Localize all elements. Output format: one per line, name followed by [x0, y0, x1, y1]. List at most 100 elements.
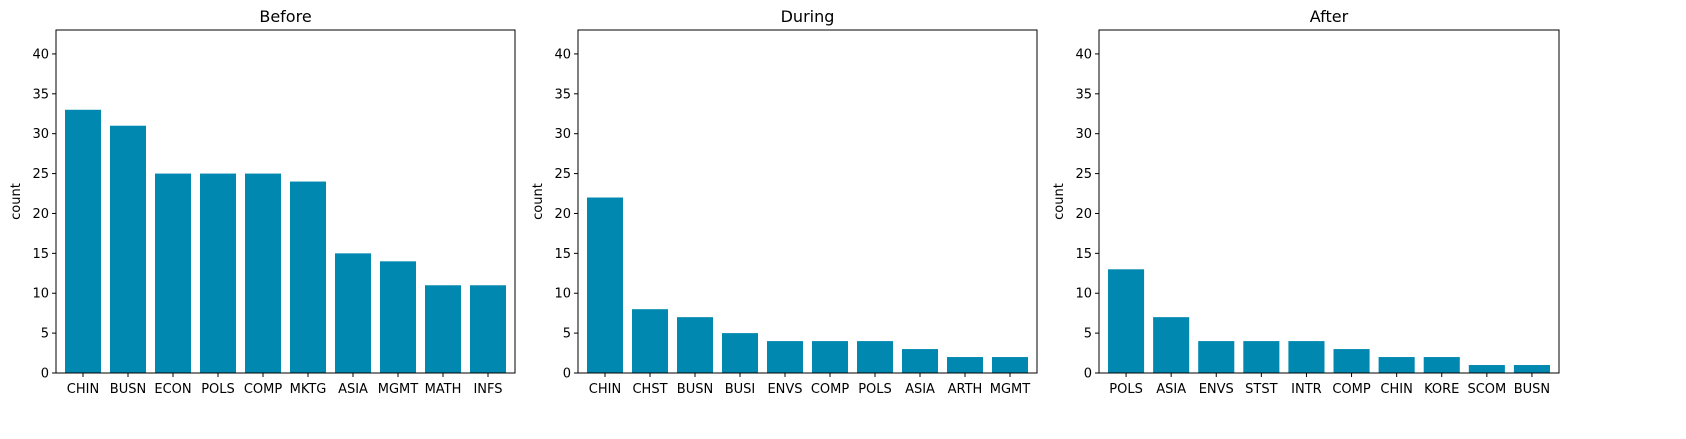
y-tick-label: 35 [554, 87, 571, 102]
x-tick-label: ENVS [767, 382, 802, 397]
bar-stst [1243, 341, 1280, 373]
plot-frame [577, 29, 1038, 374]
x-tick-label: BUSN [110, 382, 146, 397]
x-tick-label: COMP [244, 382, 283, 397]
y-axis-label: count [531, 183, 546, 220]
chart-panel-0: Before 0 5 10 15 20 25 30 35 40 CHIN BUSN ECON POLS CO… [9, 7, 516, 397]
x-tick-label: INFS [473, 382, 502, 397]
bar-envs [767, 341, 803, 373]
bar-pols [1108, 269, 1145, 373]
bar-asia [902, 349, 938, 373]
y-tick-label: 40 [554, 47, 571, 62]
x-tick-label: CHST [632, 382, 667, 397]
plot-frame [1098, 29, 1560, 374]
bar-scom [1468, 365, 1505, 373]
y-tick-label: 10 [1075, 287, 1092, 302]
y-tick-label: 20 [554, 207, 571, 222]
bar-intr [1288, 341, 1325, 373]
y-tick-label: 30 [554, 127, 571, 142]
bar-busn [110, 125, 146, 373]
x-tick-label: ASIA [338, 382, 368, 397]
bar-comp [812, 341, 848, 373]
y-tick-label: 20 [1075, 207, 1092, 222]
bar-asia [335, 253, 371, 373]
plot-frame [55, 29, 516, 374]
bar-infs [470, 285, 506, 373]
bar-comp [1333, 349, 1370, 373]
x-tick-label: ECON [154, 382, 191, 397]
bar-busi [722, 333, 758, 373]
bar-econ [155, 173, 191, 373]
y-tick-label: 20 [32, 207, 49, 222]
y-tick-label: 15 [1075, 247, 1092, 262]
bar-pols [857, 341, 893, 373]
y-tick-label: 5 [41, 327, 49, 342]
x-tick-label: COMP [811, 382, 850, 397]
y-tick-label: 5 [563, 327, 571, 342]
bar-busn [1513, 365, 1550, 373]
chart-title: During [781, 7, 835, 26]
y-tick-label: 40 [1075, 47, 1092, 62]
y-tick-label: 30 [32, 127, 49, 142]
y-tick-label: 10 [32, 287, 49, 302]
x-tick-label: ASIA [1156, 382, 1186, 397]
bar-mgmt [992, 357, 1028, 373]
y-tick-label: 30 [1075, 127, 1092, 142]
bar-chin [587, 197, 623, 373]
bar-mktg [290, 181, 326, 373]
y-axis-label: count [1052, 183, 1067, 220]
bar-kore [1423, 357, 1460, 373]
bar-busn [677, 317, 713, 373]
y-tick-label: 0 [563, 367, 571, 382]
y-tick-label: 15 [32, 247, 49, 262]
bar-chst [632, 309, 668, 373]
y-tick-label: 5 [1084, 327, 1092, 342]
x-tick-label: INTR [1291, 382, 1322, 397]
bar-mgmt [380, 261, 416, 373]
x-tick-label: MGMT [990, 382, 1031, 397]
bar-comp [245, 173, 281, 373]
bar-math [425, 285, 461, 373]
x-tick-label: CHIN [589, 382, 621, 397]
x-tick-label: POLS [201, 382, 235, 397]
bar-asia [1153, 317, 1190, 373]
x-tick-label: ARTH [948, 382, 983, 397]
chart-panel-2: After 0 5 10 15 20 25 30 35 40 POLS ASIA ENVS STST INT… [1052, 7, 1560, 397]
x-tick-label: MGMT [378, 382, 419, 397]
bar-chin [65, 109, 101, 374]
chart-title: Before [259, 7, 311, 26]
x-tick-label: POLS [858, 382, 892, 397]
bar-envs [1198, 341, 1235, 373]
x-tick-label: BUSN [1514, 382, 1550, 397]
x-tick-label: ENVS [1199, 382, 1234, 397]
y-tick-label: 40 [32, 47, 49, 62]
y-tick-label: 25 [32, 167, 49, 182]
chart-panel-1: During 0 5 10 15 20 25 30 35 40 CHIN CHST BUSN BUSI EN… [531, 7, 1038, 397]
bar-chin [1378, 357, 1415, 373]
y-tick-label: 15 [554, 247, 571, 262]
y-tick-label: 0 [41, 367, 49, 382]
y-tick-label: 35 [32, 87, 49, 102]
x-tick-label: ASIA [905, 382, 935, 397]
x-tick-label: BUSI [725, 382, 756, 397]
bar-arth [947, 357, 983, 373]
x-tick-label: SCOM [1467, 382, 1506, 397]
x-tick-label: STST [1245, 382, 1277, 397]
y-tick-label: 25 [554, 167, 571, 182]
x-tick-label: MKTG [290, 382, 327, 397]
y-axis-label: count [9, 183, 24, 220]
bar-pols [200, 173, 236, 373]
x-tick-label: BUSN [677, 382, 713, 397]
y-tick-label: 0 [1084, 367, 1092, 382]
chart-title: After [1310, 7, 1349, 26]
x-tick-label: POLS [1109, 382, 1143, 397]
y-tick-label: 10 [554, 287, 571, 302]
x-tick-label: CHIN [67, 382, 99, 397]
x-tick-label: MATH [425, 382, 462, 397]
x-tick-label: COMP [1332, 382, 1371, 397]
y-tick-label: 25 [1075, 167, 1092, 182]
x-tick-label: KORE [1424, 382, 1459, 397]
x-tick-label: CHIN [1380, 382, 1412, 397]
